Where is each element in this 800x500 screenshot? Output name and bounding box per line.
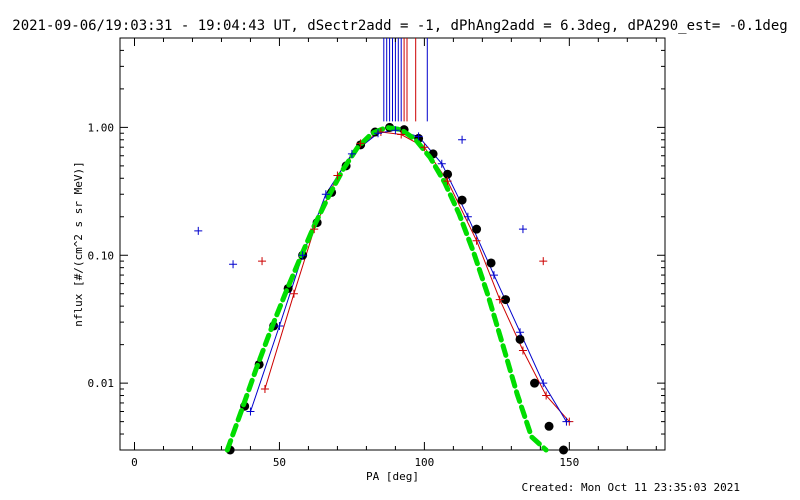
- series-red-point: [443, 177, 452, 186]
- series-red-point: [260, 384, 269, 393]
- series-blue-point: [275, 321, 284, 330]
- x-tick-label: 150: [559, 456, 579, 469]
- series-red-point: [472, 236, 481, 245]
- outlier-blue-point: [194, 226, 203, 235]
- outlier-red-point: [539, 257, 548, 266]
- outlier-blue-point: [518, 225, 527, 234]
- series-red-point: [542, 391, 551, 400]
- x-tick-label: 100: [414, 456, 434, 469]
- series-red-line: [264, 131, 570, 422]
- series-black-point: [457, 195, 467, 205]
- series-red-point: [397, 130, 406, 139]
- series-blue-line: [250, 129, 567, 422]
- outlier-blue-point: [458, 135, 467, 144]
- x-tick-label: 50: [273, 456, 286, 469]
- axis-layer: 0 50 100 150 0.01 0.10 1.00 PA [deg] nflux [#/(c…: [72, 37, 665, 483]
- marker-layer: [194, 38, 574, 426]
- series-black-point: [515, 334, 525, 344]
- x-axis-label: PA [deg]: [366, 470, 419, 483]
- y-tick-label: 1.00: [88, 121, 115, 134]
- outlier-red-point: [258, 257, 267, 266]
- x-tick-label: 0: [131, 456, 138, 469]
- series-black-point: [472, 224, 482, 234]
- outlier-blue-point: [229, 260, 238, 269]
- series-red-point: [420, 143, 429, 152]
- series-green-line: [224, 124, 549, 453]
- series-red-point: [518, 346, 527, 355]
- y-tick-label: 0.10: [88, 249, 115, 262]
- y-axis-label: nflux [#/(cm^2 s sr MeV)]: [72, 161, 85, 327]
- series-blue-point: [246, 407, 255, 416]
- series-red-point: [495, 295, 504, 304]
- series-blue-point: [516, 328, 525, 337]
- series-blue-point: [414, 132, 423, 141]
- series-blue-point: [391, 126, 400, 135]
- series-black-point: [544, 421, 554, 431]
- series-red-point: [310, 225, 319, 234]
- y-tick-label: 0.01: [88, 377, 115, 390]
- series-black-point: [530, 378, 540, 388]
- series-blue-point: [437, 159, 446, 168]
- series-red-point: [356, 139, 365, 148]
- series-black-point: [486, 258, 496, 268]
- series-blue-point: [321, 190, 330, 199]
- series-black-point: [443, 169, 453, 179]
- chart-title: 2021-09-06/19:03:31 - 19:04:43 UT, dSect…: [12, 18, 788, 34]
- series-blue-point: [347, 149, 356, 158]
- series-blue-point: [463, 212, 472, 221]
- series-blue-point: [298, 251, 307, 260]
- series-red-point: [333, 171, 342, 180]
- series-red-point: [289, 289, 298, 298]
- series-blue-point: [539, 379, 548, 388]
- series-blue-point: [489, 271, 498, 280]
- series-black-point: [559, 445, 569, 455]
- series-blue-point: [374, 129, 383, 138]
- created-timestamp: Created: Mon Oct 11 23:35:03 2021: [521, 481, 740, 494]
- series-blue-point: [562, 417, 571, 426]
- series-layer: [224, 122, 570, 455]
- series-black-point: [501, 295, 511, 305]
